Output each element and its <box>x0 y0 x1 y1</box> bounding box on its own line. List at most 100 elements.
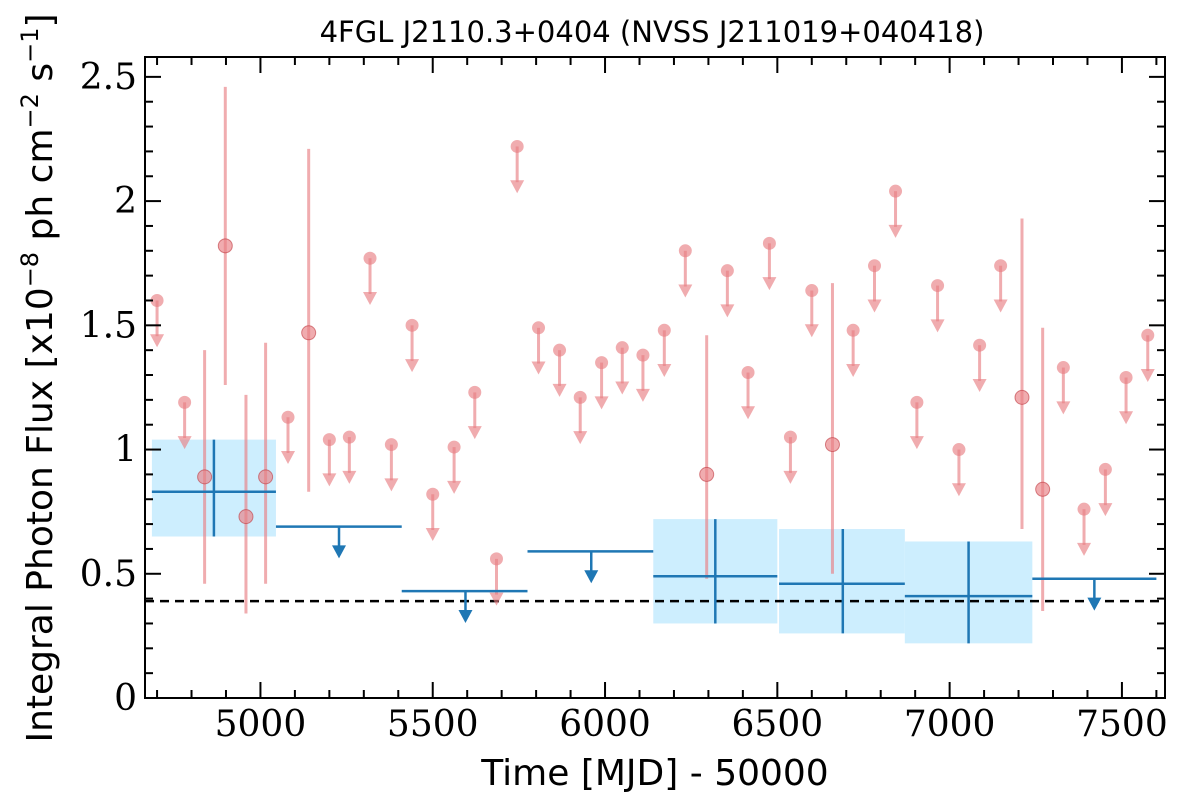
x-axis-label: Time [MJD] - 50000 <box>480 753 828 794</box>
short-bin-detection-3 <box>258 469 274 485</box>
short-bin-upper-limit-8 <box>425 487 440 542</box>
short-bin-upper-limit-32 <box>972 338 987 392</box>
short-bin-upper-limit-marker <box>510 139 524 153</box>
long-bin-upper-limit-0 <box>275 525 402 559</box>
short-bin-upper-limit-29 <box>909 395 924 450</box>
short-bin-upper-limit-arrow <box>615 381 630 395</box>
long-bin-upper-limit-arrow <box>584 570 599 584</box>
short-bin-upper-limit-23 <box>762 236 777 291</box>
short-bin-upper-limit-18 <box>635 348 650 402</box>
short-bin-upper-limit-arrow <box>804 324 819 338</box>
short-bin-upper-limit-marker <box>1077 502 1091 516</box>
y-tick-label: 1.5 <box>80 305 137 346</box>
short-bin-upper-limit-arrow <box>1098 503 1113 517</box>
long-bin-upper-limit-2 <box>527 550 654 584</box>
short-bin-upper-limit-marker <box>973 338 987 352</box>
short-bin-upper-limit-marker <box>783 430 797 444</box>
short-bin-upper-limit-marker <box>281 410 295 424</box>
short-bin-upper-limit-30 <box>930 279 945 333</box>
short-bin-upper-limit-marker <box>615 341 629 355</box>
short-bin-upper-limit-marker <box>931 279 945 293</box>
chart-title: 4FGL J2110.3+0404 (NVSS J211019+040418) <box>320 15 985 49</box>
short-bin-upper-limit-arrow <box>489 592 504 606</box>
short-bin-upper-limit-19 <box>657 323 672 378</box>
short-bin-upper-limit-36 <box>1098 462 1113 517</box>
short-bin-upper-limit-marker <box>889 184 903 198</box>
short-bin-upper-limit-13 <box>531 321 546 375</box>
short-bin-upper-limit-arrow <box>177 436 192 450</box>
short-bin-upper-limit-marker <box>741 366 755 380</box>
short-bin-upper-limit-arrow <box>322 473 337 487</box>
short-bin-upper-limit-arrow <box>447 480 462 494</box>
short-bin-detection-1 <box>217 238 233 254</box>
y-label-main: Integral Photon Flux [x10 <box>20 287 61 742</box>
y-label-exp-2: −2 <box>16 93 44 128</box>
short-bin-upper-limit-0 <box>150 293 165 348</box>
short-bin-upper-limit-marker <box>489 552 503 566</box>
short-bin-detection-4 <box>301 325 317 341</box>
short-bin-upper-limit-26 <box>846 323 861 378</box>
short-bin-upper-limit-marker <box>532 321 546 335</box>
y-label-exp-3: −1 <box>16 28 44 63</box>
long-bin-detection-0 <box>151 439 276 537</box>
short-bin-upper-limit-22 <box>741 366 756 420</box>
short-bin-upper-limit-marker <box>636 348 650 362</box>
short-bin-upper-limit-21 <box>720 264 735 318</box>
short-bin-upper-limit-5 <box>363 251 378 305</box>
short-bin-upper-limit-10 <box>467 385 482 440</box>
short-bin-detection-0 <box>197 469 213 485</box>
short-bin-upper-limit-arrow <box>783 470 798 484</box>
x-tick-label: 5000 <box>215 704 307 745</box>
x-tick-label: 6500 <box>732 704 824 745</box>
y-tick-label: 0.5 <box>80 554 137 595</box>
short-bin-upper-limit-marker <box>363 251 377 265</box>
short-bin-detection-8 <box>1035 481 1051 497</box>
short-bin-upper-limit-1 <box>177 395 192 450</box>
y-tick-label: 2.5 <box>80 57 137 98</box>
long-bin-upper-limit-arrow <box>458 610 473 624</box>
short-bin-upper-limit-arrow <box>150 334 165 348</box>
short-bin-upper-limit-6 <box>384 438 399 492</box>
short-bin-upper-limit-7 <box>405 318 420 373</box>
short-bin-upper-limit-arrow <box>342 470 357 484</box>
short-bin-upper-limit-arrow <box>510 180 525 194</box>
long-bin-upper-limit-arrow <box>1087 597 1102 611</box>
y-tick-label: 1 <box>114 430 137 471</box>
short-bin-upper-limit-17 <box>615 341 630 395</box>
short-bin-detection-6 <box>824 437 840 453</box>
short-bin-upper-limit-marker <box>150 293 164 307</box>
short-bin-detection-2 <box>238 509 254 525</box>
short-bin-upper-limit-marker <box>178 395 192 409</box>
short-bin-upper-limit-arrow <box>867 299 882 313</box>
short-bin-upper-limit-24 <box>783 430 798 484</box>
short-bin-upper-limit-38 <box>1140 328 1155 383</box>
short-bin-upper-limit-marker <box>678 244 692 258</box>
short-bin-upper-limit-20 <box>678 244 693 298</box>
short-bin-upper-limit-35 <box>1056 361 1071 415</box>
long-bin-detection-3 <box>904 541 1033 644</box>
short-bin-detection-5 <box>699 466 715 482</box>
short-bin-upper-limit-31 <box>951 443 966 497</box>
short-bin-upper-limit-arrow <box>594 396 609 410</box>
short-bin-upper-limit-27 <box>867 259 882 313</box>
short-bin-upper-limit-marker <box>553 343 567 357</box>
short-bin-upper-limit-arrow <box>972 378 987 392</box>
short-bin-upper-limit-marker <box>952 443 966 457</box>
short-bin-upper-limit-12 <box>510 139 525 194</box>
y-label-mid-2: s <box>20 63 61 93</box>
y-axis-label: Integral Photon Flux [x10−8 ph cm−2 s−1] <box>16 13 61 742</box>
short-bin-upper-limit-marker <box>762 236 776 250</box>
short-bin-upper-limit-marker <box>595 356 609 370</box>
short-bin-upper-limit-37 <box>1119 371 1134 425</box>
short-bin-upper-limit-arrow <box>741 406 756 420</box>
short-bin-upper-limit-marker <box>657 323 671 337</box>
short-bin-upper-limit-arrow <box>552 383 567 397</box>
short-bin-upper-limit-15 <box>573 390 588 445</box>
long-bin-upper-limit-1 <box>401 589 528 624</box>
short-bin-detection-7 <box>1014 389 1030 405</box>
short-bin-upper-limit-28 <box>888 184 903 238</box>
short-bin-upper-limit-marker <box>573 390 587 404</box>
short-bin-upper-limit-11 <box>489 552 504 606</box>
